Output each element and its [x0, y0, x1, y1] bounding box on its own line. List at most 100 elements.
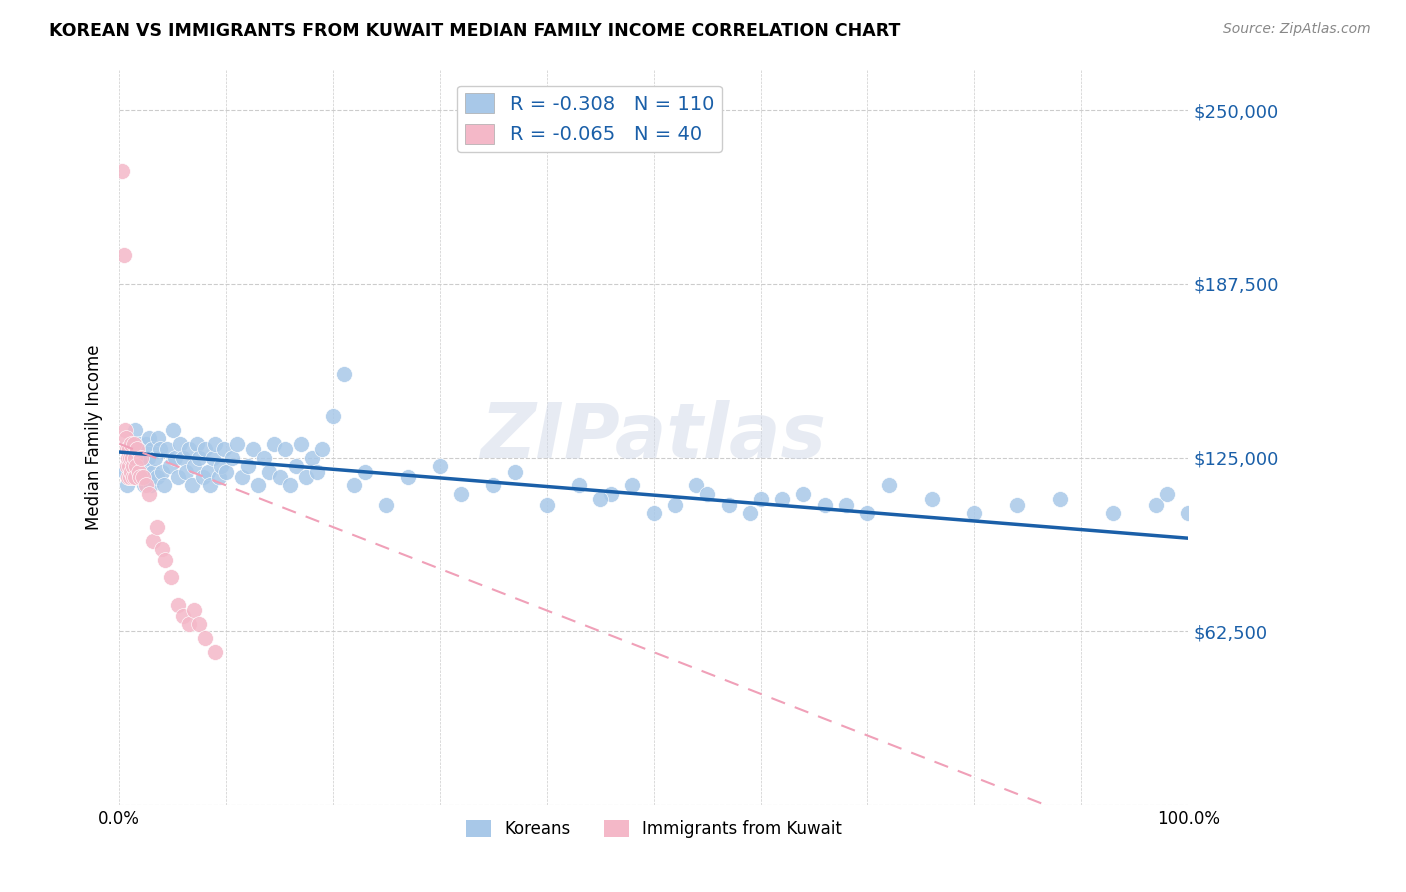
Point	[643, 506, 665, 520]
Point	[450, 487, 472, 501]
Point	[128, 458, 150, 473]
Point	[124, 470, 146, 484]
Point	[242, 442, 264, 457]
Point	[856, 506, 879, 520]
Point	[212, 442, 235, 457]
Point	[118, 442, 141, 457]
Point	[132, 470, 155, 484]
Point	[118, 470, 141, 484]
Point	[131, 470, 153, 484]
Point	[135, 478, 157, 492]
Point	[186, 436, 208, 450]
Point	[717, 498, 740, 512]
Point	[141, 478, 163, 492]
Point	[141, 442, 163, 457]
Point	[136, 450, 159, 465]
Point	[122, 470, 145, 484]
Point	[921, 492, 943, 507]
Point	[600, 487, 623, 501]
Point	[188, 450, 211, 465]
Point	[194, 442, 217, 457]
Point	[124, 423, 146, 437]
Point	[153, 478, 176, 492]
Point	[1049, 492, 1071, 507]
Point	[159, 458, 181, 473]
Legend: Koreans, Immigrants from Kuwait: Koreans, Immigrants from Kuwait	[458, 813, 848, 845]
Y-axis label: Median Family Income: Median Family Income	[86, 344, 103, 530]
Point	[142, 465, 165, 479]
Point	[202, 450, 225, 465]
Point	[274, 442, 297, 457]
Point	[128, 465, 150, 479]
Point	[284, 458, 307, 473]
Point	[247, 478, 270, 492]
Point	[111, 164, 134, 178]
Point	[127, 470, 149, 484]
Point	[1156, 487, 1178, 501]
Point	[117, 450, 139, 465]
Point	[278, 478, 301, 492]
Point	[120, 436, 142, 450]
Point	[122, 436, 145, 450]
Point	[143, 450, 166, 465]
Point	[1144, 498, 1167, 512]
Point	[252, 450, 274, 465]
Point	[221, 450, 243, 465]
Point	[204, 436, 226, 450]
Point	[295, 470, 318, 484]
Point	[125, 458, 148, 473]
Point	[188, 617, 211, 632]
Point	[696, 487, 718, 501]
Text: ZIPatlas: ZIPatlas	[481, 400, 827, 474]
Point	[396, 470, 419, 484]
Point	[122, 458, 145, 473]
Point	[191, 470, 214, 484]
Point	[167, 598, 190, 612]
Point	[162, 423, 184, 437]
Point	[209, 458, 232, 473]
Point	[231, 470, 253, 484]
Point	[568, 478, 591, 492]
Point	[114, 431, 136, 445]
Point	[172, 609, 194, 624]
Text: KOREAN VS IMMIGRANTS FROM KUWAIT MEDIAN FAMILY INCOME CORRELATION CHART: KOREAN VS IMMIGRANTS FROM KUWAIT MEDIAN …	[49, 22, 901, 40]
Point	[129, 442, 152, 457]
Point	[664, 498, 686, 512]
Point	[1177, 506, 1199, 520]
Point	[118, 470, 141, 484]
Point	[792, 487, 814, 501]
Point	[183, 458, 205, 473]
Point	[142, 533, 165, 548]
Point	[150, 542, 173, 557]
Point	[738, 506, 761, 520]
Point	[129, 450, 152, 465]
Point	[332, 368, 354, 382]
Point	[127, 442, 149, 457]
Point	[159, 570, 181, 584]
Point	[118, 450, 141, 465]
Point	[118, 450, 141, 465]
Point	[150, 465, 173, 479]
Point	[145, 520, 167, 534]
Point	[155, 553, 177, 567]
Point	[204, 645, 226, 659]
Point	[305, 465, 328, 479]
Point	[215, 465, 238, 479]
Point	[685, 478, 707, 492]
Point	[814, 498, 837, 512]
Point	[311, 442, 333, 457]
Point	[156, 442, 179, 457]
Point	[197, 465, 219, 479]
Point	[194, 632, 217, 646]
Point	[114, 465, 136, 479]
Point	[621, 478, 644, 492]
Point	[134, 465, 156, 479]
Point	[149, 442, 172, 457]
Point	[301, 450, 323, 465]
Point	[115, 442, 138, 457]
Point	[208, 470, 231, 484]
Point	[112, 248, 135, 262]
Point	[429, 458, 451, 473]
Point	[1005, 498, 1028, 512]
Point	[115, 478, 138, 492]
